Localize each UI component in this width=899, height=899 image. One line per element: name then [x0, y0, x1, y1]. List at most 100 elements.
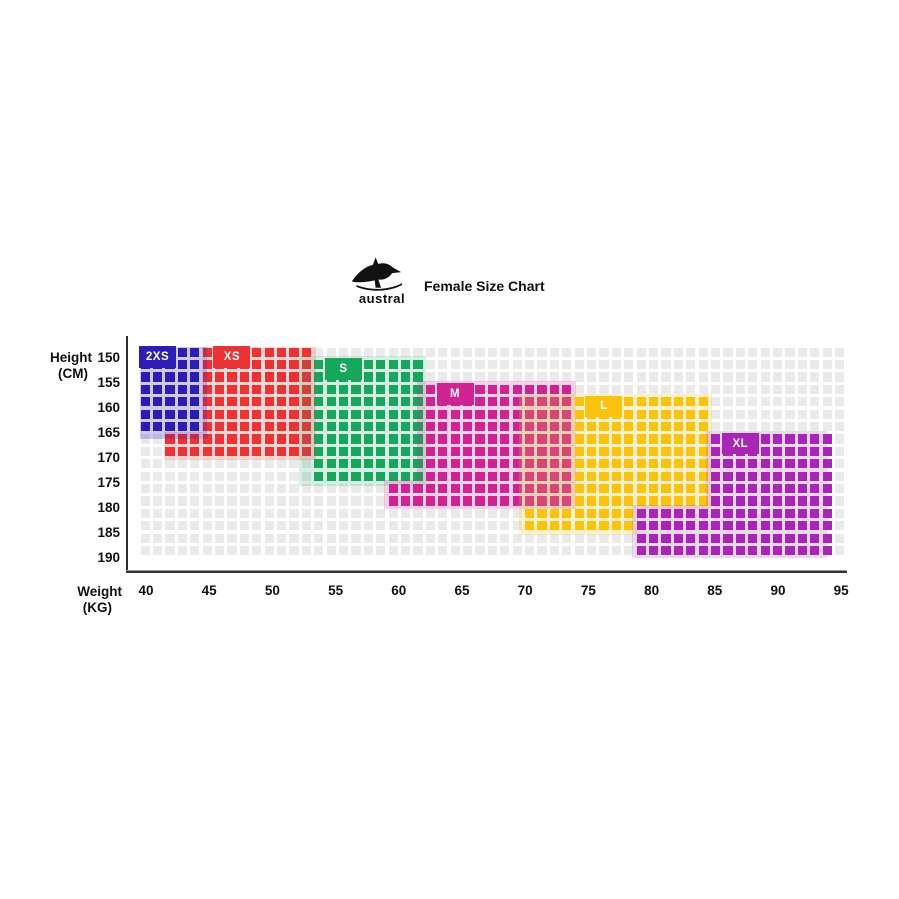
size-cell — [177, 434, 187, 444]
size-cell — [636, 434, 646, 444]
grid-cell — [698, 384, 708, 394]
size-cell — [425, 397, 435, 407]
size-cell — [735, 483, 745, 494]
grid-cell — [611, 397, 621, 407]
size-cell — [425, 471, 435, 481]
size-cell — [425, 446, 435, 456]
grid-cell — [735, 359, 745, 370]
size-cell — [413, 471, 423, 481]
grid-cell — [462, 545, 473, 556]
size-cell — [710, 521, 721, 531]
size-cell — [438, 446, 448, 456]
grid-cell — [562, 459, 572, 469]
grid-cell — [822, 508, 832, 518]
size-cell — [190, 359, 200, 370]
size-cell — [648, 421, 659, 432]
grid-cell — [351, 483, 361, 494]
grid-cell — [636, 533, 646, 543]
grid-cell — [686, 359, 696, 370]
grid-cell — [785, 545, 795, 556]
size-cell — [748, 483, 758, 494]
grid-cell — [562, 397, 572, 407]
grid-cell — [462, 409, 473, 419]
grid-cell — [276, 384, 287, 394]
size-cell — [574, 496, 584, 506]
size-cell — [810, 471, 820, 481]
grid-cell — [611, 508, 621, 518]
grid-cell — [599, 533, 609, 543]
size-cell — [376, 409, 386, 419]
grid-cell — [636, 496, 646, 506]
size-cell — [549, 471, 559, 481]
grid-cell — [450, 347, 460, 357]
grid-cell — [326, 508, 336, 518]
size-cell — [140, 397, 150, 407]
grid-cell — [413, 483, 423, 494]
size-cell — [648, 545, 659, 556]
grid-cell — [425, 508, 435, 518]
grid-cell — [500, 471, 510, 481]
grid-cell — [524, 533, 535, 543]
grid-cell — [785, 471, 795, 481]
grid-cell — [648, 421, 659, 432]
grid-cell — [363, 347, 373, 357]
size-cell — [450, 459, 460, 469]
size-cell — [760, 521, 770, 531]
grid-cell — [214, 533, 225, 543]
size-cell — [512, 409, 522, 419]
grid-cell — [661, 471, 671, 481]
size-cell — [822, 508, 832, 518]
grid-cell — [214, 508, 225, 518]
size-cell — [376, 421, 386, 432]
size-cell — [822, 446, 832, 456]
size-cell — [524, 434, 535, 444]
grid-cell — [723, 459, 733, 469]
grid-cell — [438, 459, 448, 469]
grid-cell — [376, 384, 386, 394]
size-cell — [227, 384, 237, 394]
size-cell — [314, 372, 324, 382]
size-cell — [227, 434, 237, 444]
size-cell — [760, 446, 770, 456]
grid-cell — [152, 545, 163, 556]
size-cell — [549, 421, 559, 432]
grid-cell — [301, 483, 311, 494]
size-cell — [524, 397, 535, 407]
grid-cell — [710, 508, 721, 518]
grid-cell — [165, 521, 175, 531]
size-cell — [661, 471, 671, 481]
size-cell — [214, 409, 225, 419]
grid-cell — [400, 434, 411, 444]
grid-cell — [500, 409, 510, 419]
size-cell — [735, 533, 745, 543]
size-cell — [648, 409, 659, 419]
grid-cell — [202, 521, 212, 531]
grid-cell — [214, 471, 225, 481]
grid-cell — [140, 483, 150, 494]
size-cell — [289, 372, 299, 382]
size-cell — [413, 483, 423, 494]
grid-cell — [165, 508, 175, 518]
size-cell — [252, 372, 262, 382]
grid-cell — [239, 347, 249, 357]
grid-cell — [636, 545, 646, 556]
size-cell — [723, 496, 733, 506]
grid-cell — [202, 372, 212, 382]
size-cell — [599, 496, 609, 506]
grid-cell — [475, 508, 485, 518]
size-cell — [599, 434, 609, 444]
size-cell — [636, 483, 646, 494]
grid-cell — [760, 496, 770, 506]
size-cell — [462, 384, 473, 394]
grid-cell — [822, 409, 832, 419]
size-cell — [314, 434, 324, 444]
grid-cell — [165, 434, 175, 444]
grid-cell — [177, 545, 187, 556]
y-tick-label: 160 — [97, 400, 120, 415]
size-cell — [822, 459, 832, 469]
size-cell — [177, 446, 187, 456]
size-cell — [487, 496, 497, 506]
grid-cell — [648, 459, 659, 469]
